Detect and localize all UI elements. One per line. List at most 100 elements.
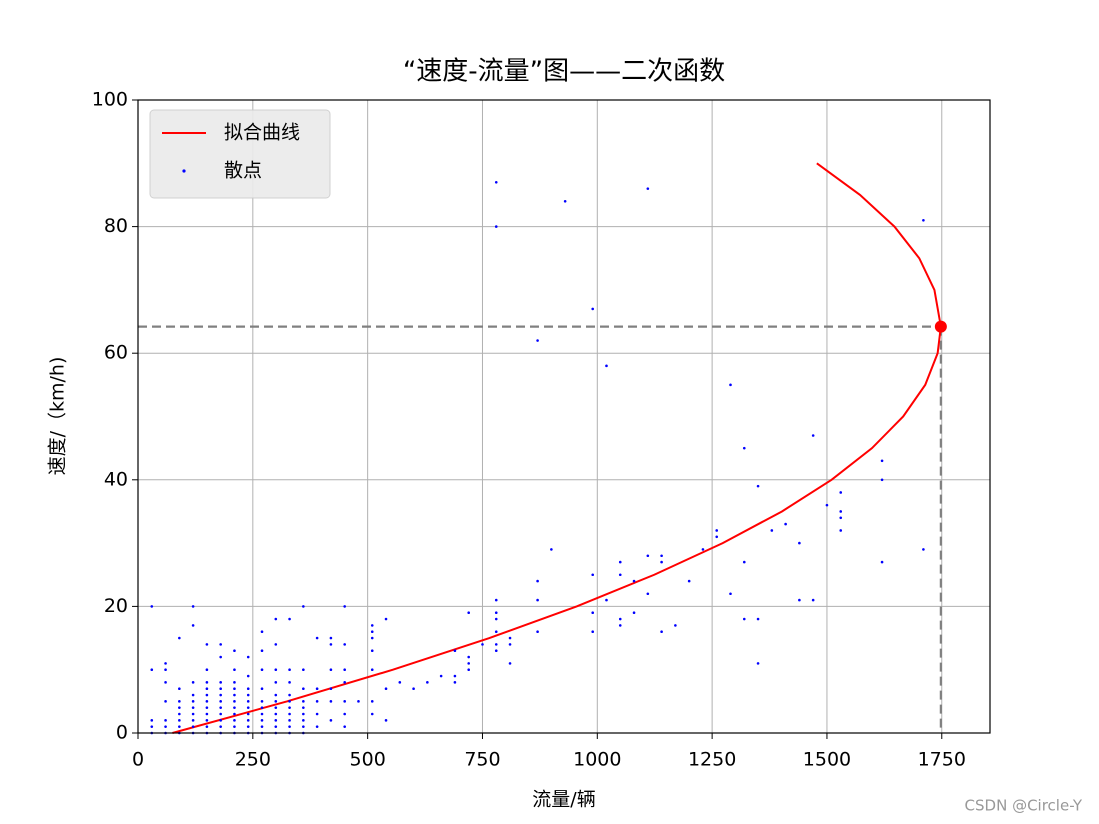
y-axis-label: 速度/（km/h) <box>47 357 69 476</box>
scatter-point <box>370 624 374 627</box>
scatter-point <box>715 529 719 532</box>
scatter-point <box>536 579 539 583</box>
x-tick-label: 1500 <box>803 749 851 771</box>
chart-title: “速度-流量”图——二次函数 <box>403 57 725 87</box>
y-tick-label: 100 <box>92 89 128 111</box>
scatter-point <box>839 510 843 513</box>
scatter-point <box>770 529 774 532</box>
scatter-point <box>467 662 470 665</box>
scatter-point <box>164 725 167 728</box>
scatter-point <box>329 668 333 671</box>
scatter-point <box>191 693 195 697</box>
scatter-point <box>219 681 222 684</box>
scatter-point <box>343 605 346 608</box>
scatter-point <box>260 712 264 716</box>
scatter-point <box>315 712 319 716</box>
scatter-point <box>315 687 319 690</box>
x-tick-label: 0 <box>132 749 144 771</box>
scatter-point <box>453 674 457 678</box>
scatter-point <box>302 712 305 716</box>
scatter-point <box>536 598 539 602</box>
scatter-point <box>205 681 209 684</box>
scatter-point <box>288 712 291 716</box>
x-tick-label: 500 <box>350 749 386 771</box>
scatter-point <box>494 180 498 184</box>
scatter-point <box>233 706 236 709</box>
y-tick-label: 80 <box>104 215 128 237</box>
scatter-point <box>756 662 760 665</box>
scatter-point <box>288 617 291 621</box>
scatter-point <box>508 636 512 640</box>
scatter-point <box>729 383 732 387</box>
scatter-point <box>150 719 154 722</box>
legend-swatch <box>182 169 186 173</box>
x-tick-label: 250 <box>235 749 271 771</box>
scatter-point <box>150 668 154 671</box>
scatter-point <box>398 681 402 684</box>
scatter-point <box>274 706 278 709</box>
scatter-point <box>233 719 236 722</box>
scatter-point <box>329 643 333 646</box>
scatter-point <box>233 649 236 653</box>
scatter-point <box>302 605 305 608</box>
scatter-point <box>729 592 732 596</box>
scatter-point <box>742 560 746 564</box>
scatter-point <box>467 655 470 659</box>
scatter-point <box>191 700 195 703</box>
scatter-point <box>219 712 222 716</box>
scatter-point <box>618 617 622 621</box>
scatter-point <box>715 535 719 539</box>
scatter-point <box>426 681 429 684</box>
scatter-point <box>178 719 181 722</box>
scatter-point <box>246 693 250 697</box>
scatter-point <box>246 706 250 709</box>
scatter-point <box>632 611 636 615</box>
scatter-point <box>274 693 278 697</box>
scatter-point <box>219 719 222 722</box>
scatter-point <box>494 649 498 653</box>
scatter-point <box>246 674 250 678</box>
scatter-point <box>591 307 595 311</box>
scatter-point <box>288 681 291 684</box>
scatter-point <box>302 700 305 703</box>
scatter-point <box>811 598 815 602</box>
scatter-point <box>674 624 677 627</box>
scatter-point <box>660 560 663 564</box>
scatter-point <box>219 693 222 697</box>
plot-frame <box>137 99 991 734</box>
scatter-point <box>260 630 264 634</box>
scatter-point <box>260 687 264 690</box>
scatter-point <box>922 218 925 222</box>
scatter-point <box>274 643 278 646</box>
scatter-point <box>591 630 595 634</box>
scatter-point <box>453 681 457 684</box>
scatter-point <box>563 199 567 203</box>
scatter-point <box>219 687 222 690</box>
scatter-point <box>260 668 264 671</box>
scatter-point <box>274 719 278 722</box>
scatter-point <box>467 668 470 671</box>
scatter-point <box>274 700 278 703</box>
scatter-point <box>233 712 236 716</box>
scatter-point <box>343 700 346 703</box>
scatter-point <box>618 560 622 564</box>
scatter-point <box>288 706 291 709</box>
scatter-point <box>219 643 222 646</box>
scatter-point <box>329 700 333 703</box>
scatter-point <box>260 725 264 728</box>
scatter-point <box>343 725 346 728</box>
scatter-point <box>370 636 374 640</box>
scatter-point <box>660 630 663 634</box>
scatter-point <box>742 617 746 621</box>
y-tick-label: 40 <box>104 468 128 490</box>
scatter-point <box>246 687 250 690</box>
scatter-point <box>178 687 181 690</box>
scatter-point <box>329 636 333 640</box>
scatter-point <box>246 700 250 703</box>
scatter-point <box>274 617 278 621</box>
scatter-point <box>632 579 636 583</box>
scatter-point <box>178 700 181 703</box>
scatter-point <box>370 649 374 653</box>
scatter-point <box>205 725 209 728</box>
